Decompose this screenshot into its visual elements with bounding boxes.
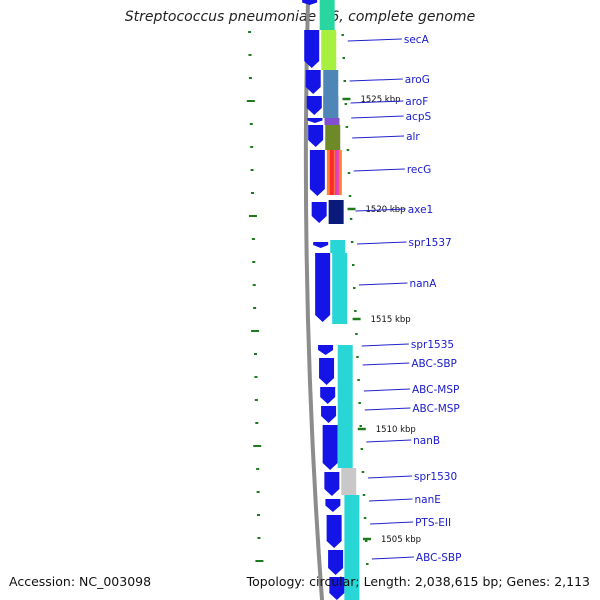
kbp-label: 1515 kbp	[371, 315, 411, 325]
gene-label: nanA	[409, 278, 437, 290]
gene-label-line	[349, 78, 403, 82]
gene-block-nane	[344, 495, 360, 600]
gene-label-line	[367, 475, 413, 479]
gene-label: axe1	[408, 204, 433, 216]
strand-arrow	[326, 515, 342, 548]
strand-arrow	[307, 118, 323, 123]
strand-arrow	[325, 499, 341, 512]
gene-label-line	[366, 439, 412, 443]
gene-block-acps	[324, 118, 340, 125]
inner-tick-marks	[341, 34, 369, 565]
accession-text: Accession: NC_003098	[9, 574, 152, 589]
gene-label-line	[361, 343, 409, 347]
strand-arrow	[306, 96, 322, 115]
strand-arrow	[328, 550, 344, 575]
gene-label-line	[358, 282, 408, 286]
strand-arrow	[315, 253, 331, 322]
gene-blocks	[319, 0, 360, 600]
gene-labels: secA aroG aroF acpS alr recG axe1 spr1537 nanA sp…	[347, 34, 462, 564]
strand-arrow	[321, 406, 337, 423]
gene-stripe-recg	[329, 150, 334, 195]
strand-arrow	[304, 30, 320, 68]
gene-block-spr1537	[330, 240, 346, 253]
gene-label-line	[355, 208, 406, 212]
gene-label: secA	[404, 34, 430, 46]
gene-label: nanE	[415, 494, 441, 506]
strand-arrow	[302, 0, 318, 5]
gene-label-line	[347, 38, 402, 42]
gene-stripe-recg	[334, 150, 339, 195]
gene-label: spr1530	[414, 471, 457, 483]
gene-block-spr1535	[337, 345, 353, 468]
gene-label-line	[369, 498, 413, 502]
gene-block-recg	[326, 150, 342, 195]
strand-arrow	[320, 387, 336, 404]
gene-label: aroG	[405, 74, 430, 86]
gene-label-line	[364, 407, 411, 411]
gene-block-seca	[321, 30, 337, 70]
strand-arrows	[302, 0, 345, 600]
gene-block-nana	[332, 253, 348, 324]
gene-label-line	[363, 388, 410, 392]
kbp-label: 1510 kbp	[376, 425, 416, 435]
strand-arrow	[322, 425, 338, 470]
gene-label: ABC-SBP	[411, 358, 457, 370]
strand-arrow	[309, 150, 325, 196]
strand-arrow	[324, 472, 340, 496]
strand-arrow	[311, 202, 327, 223]
gene-label: acpS	[406, 111, 432, 123]
gene-block-seca	[319, 0, 335, 30]
gene-block-spr1530	[341, 468, 357, 495]
strand-arrow	[319, 358, 335, 385]
gene-label: ABC-MSP	[412, 384, 459, 396]
map-title: Streptococcus pneumoniae R6, complete ge…	[124, 9, 476, 25]
strand-arrow	[308, 125, 324, 147]
gene-label: spr1537	[409, 237, 452, 249]
gene-label: PTS-EII	[415, 517, 451, 529]
gene-label-line	[353, 168, 405, 172]
gene-label-line	[351, 115, 404, 119]
strand-arrow	[305, 70, 321, 94]
gene-label-line	[370, 521, 414, 525]
gene-block-arof	[323, 96, 339, 118]
gene-label-line	[350, 100, 404, 104]
outer-tick-marks	[246, 31, 264, 562]
gene-block-alr	[325, 125, 341, 150]
gene-label-line	[362, 362, 410, 366]
strand-arrow	[313, 242, 329, 248]
topology-text: Topology: circular; Length: 2,038,615 bp…	[246, 574, 590, 589]
gene-label: aroF	[405, 96, 428, 108]
gene-label-line	[357, 241, 407, 245]
gene-label-line	[352, 135, 405, 139]
gene-label: ABC-MSP	[412, 403, 459, 415]
gene-label: recG	[407, 164, 431, 176]
kbp-label: 1505 kbp	[381, 535, 421, 545]
gene-label-line	[371, 556, 414, 560]
gene-label: nanB	[413, 435, 440, 447]
gene-label: alr	[406, 131, 420, 143]
gene-label: spr1535	[411, 339, 454, 351]
strand-arrow	[318, 345, 334, 355]
gene-block-axe1	[328, 200, 344, 224]
kbp-label: 1525 kbp	[360, 95, 400, 105]
gene-label: ABC-SBP	[416, 552, 462, 564]
strand-arrow	[329, 577, 345, 600]
